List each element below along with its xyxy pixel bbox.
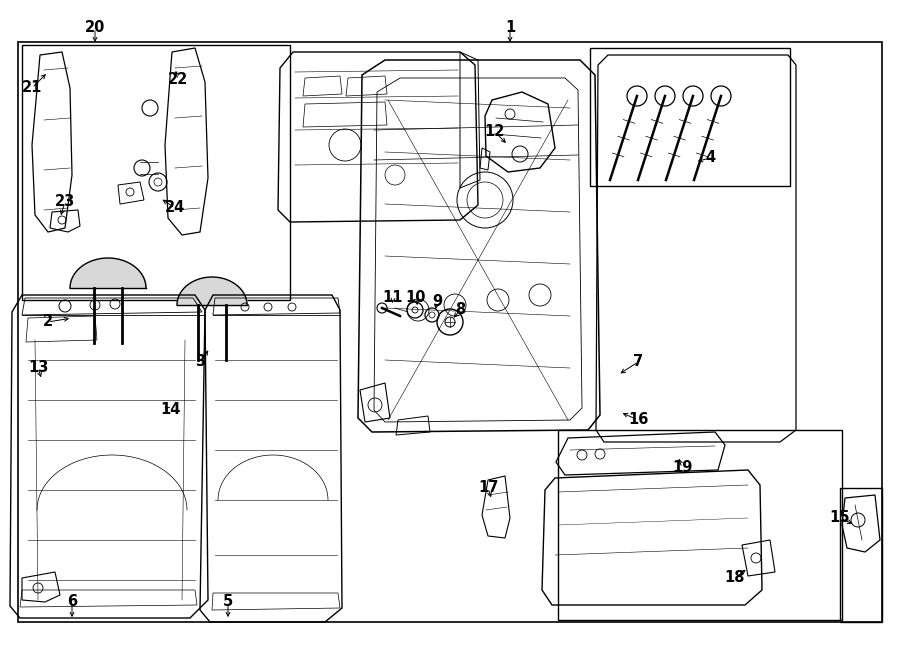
Text: 5: 5 xyxy=(223,594,233,609)
Text: 2: 2 xyxy=(43,315,53,329)
Text: 18: 18 xyxy=(724,570,745,586)
Text: 16: 16 xyxy=(628,412,648,428)
Text: 12: 12 xyxy=(485,124,505,139)
Text: 22: 22 xyxy=(168,73,188,87)
Text: 13: 13 xyxy=(28,360,49,375)
Text: 17: 17 xyxy=(478,481,499,496)
Bar xyxy=(22,45,290,300)
Text: 11: 11 xyxy=(382,290,403,305)
Text: 14: 14 xyxy=(160,403,180,418)
Bar xyxy=(18,42,882,622)
Text: 1: 1 xyxy=(505,20,515,36)
Text: 10: 10 xyxy=(406,290,427,305)
Text: 20: 20 xyxy=(85,20,105,36)
Text: 3: 3 xyxy=(195,354,205,369)
Text: 8: 8 xyxy=(454,303,465,317)
Text: 9: 9 xyxy=(432,295,442,309)
Text: 15: 15 xyxy=(830,510,850,525)
Text: 19: 19 xyxy=(671,461,692,475)
Text: 21: 21 xyxy=(22,81,42,95)
Bar xyxy=(840,488,882,622)
Bar xyxy=(558,430,842,620)
Text: 6: 6 xyxy=(67,594,77,609)
Text: 24: 24 xyxy=(165,200,185,215)
Text: 23: 23 xyxy=(55,194,75,210)
Text: 7: 7 xyxy=(633,354,643,369)
Bar xyxy=(590,48,790,186)
Text: 4: 4 xyxy=(705,151,716,165)
